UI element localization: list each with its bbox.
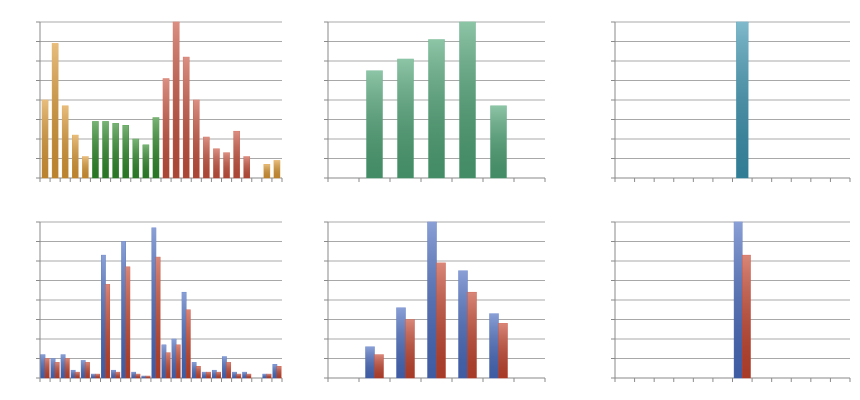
bar-shade bbox=[135, 374, 141, 378]
bar-shade bbox=[396, 307, 406, 378]
bar-shade bbox=[111, 370, 116, 378]
bar-shade bbox=[95, 374, 100, 378]
bar-shade bbox=[365, 346, 375, 378]
bar-shade bbox=[242, 372, 247, 378]
bar-shade bbox=[82, 156, 89, 178]
bar-shade bbox=[734, 222, 743, 378]
bar-shade bbox=[202, 372, 207, 378]
bar-shade bbox=[105, 284, 110, 378]
bar-shade bbox=[176, 344, 181, 378]
bar-shade bbox=[85, 362, 90, 378]
bar-shade bbox=[216, 372, 221, 378]
bar-shade bbox=[102, 121, 109, 178]
bar-shade bbox=[742, 255, 751, 378]
bar-shade bbox=[171, 339, 177, 378]
bar-shade bbox=[226, 362, 231, 378]
bar-shade bbox=[246, 374, 251, 378]
bar-shade bbox=[115, 372, 120, 378]
bar-shade bbox=[75, 372, 80, 378]
bar-shade bbox=[405, 319, 415, 378]
bar-shade bbox=[142, 144, 149, 178]
chart-panel bbox=[611, 21, 851, 182]
bar-shade bbox=[266, 374, 272, 378]
chart-panel bbox=[36, 221, 283, 382]
bar-shade bbox=[262, 374, 267, 378]
bar-shade bbox=[233, 131, 240, 178]
bar-shade bbox=[467, 292, 477, 378]
bar-shade bbox=[183, 57, 190, 178]
bar-shade bbox=[489, 313, 499, 378]
bar-shade bbox=[223, 152, 230, 178]
bar-shade bbox=[62, 105, 69, 178]
bar-shade bbox=[40, 354, 46, 378]
bar-shade bbox=[50, 358, 56, 378]
bar-shade bbox=[132, 139, 139, 178]
bar-shade bbox=[397, 59, 414, 178]
bar-shade bbox=[45, 358, 50, 378]
bar-shade bbox=[166, 352, 171, 378]
bar-shade bbox=[222, 356, 227, 378]
bar-shade bbox=[91, 374, 96, 378]
bar-shade bbox=[42, 100, 49, 178]
bar-shade bbox=[436, 262, 446, 378]
bar-shade bbox=[155, 257, 161, 378]
bar-shade bbox=[60, 354, 66, 378]
chart-panel bbox=[324, 21, 546, 182]
bar-shade bbox=[458, 270, 468, 378]
bar-shade bbox=[173, 22, 180, 178]
bar-shade bbox=[273, 160, 280, 178]
bar-shade bbox=[206, 372, 211, 378]
bar-shade bbox=[193, 100, 200, 178]
bar-shade bbox=[71, 370, 76, 378]
bar-shade bbox=[101, 255, 106, 378]
bar-shade bbox=[161, 344, 167, 378]
bar-shade bbox=[131, 372, 136, 378]
bar-shade bbox=[272, 364, 277, 378]
bar-shade bbox=[122, 125, 129, 178]
bar-shade bbox=[243, 156, 250, 178]
chart-panel bbox=[611, 221, 851, 382]
bar-shade bbox=[196, 366, 201, 378]
chart-panel bbox=[324, 221, 546, 382]
bar-shade bbox=[374, 354, 384, 378]
bar-shade bbox=[203, 137, 210, 178]
bar-shade bbox=[163, 78, 170, 178]
bar-shade bbox=[52, 43, 59, 179]
bar-shade bbox=[232, 372, 237, 378]
bar-shade bbox=[192, 362, 197, 378]
bar-shade bbox=[459, 22, 476, 178]
bar-shade bbox=[145, 376, 151, 378]
bar-shade bbox=[65, 358, 70, 378]
bar-shade bbox=[212, 370, 217, 378]
bar-shade bbox=[276, 366, 282, 378]
bar-shade bbox=[181, 292, 187, 378]
bar-shade bbox=[490, 105, 507, 178]
bar-shade bbox=[92, 121, 99, 178]
bar-shade bbox=[72, 135, 79, 178]
bar-shade bbox=[55, 362, 60, 378]
bar-shade bbox=[112, 123, 119, 178]
bar-shade bbox=[366, 70, 383, 178]
bar-shade bbox=[498, 323, 508, 378]
bar-shade bbox=[81, 360, 86, 378]
bar-shade bbox=[427, 222, 437, 378]
bar-shade bbox=[125, 266, 130, 378]
bar-shade bbox=[186, 309, 191, 378]
bar-shade bbox=[263, 164, 270, 178]
bar-shade bbox=[152, 117, 159, 178]
bar-shade bbox=[151, 227, 156, 378]
chart-panel bbox=[36, 21, 283, 182]
bar-shade bbox=[428, 39, 445, 178]
bar-shade bbox=[236, 374, 241, 378]
bar-shade bbox=[141, 376, 146, 378]
bar-shade bbox=[736, 22, 749, 178]
bar-shade bbox=[213, 148, 220, 178]
bar-shade bbox=[121, 241, 126, 378]
